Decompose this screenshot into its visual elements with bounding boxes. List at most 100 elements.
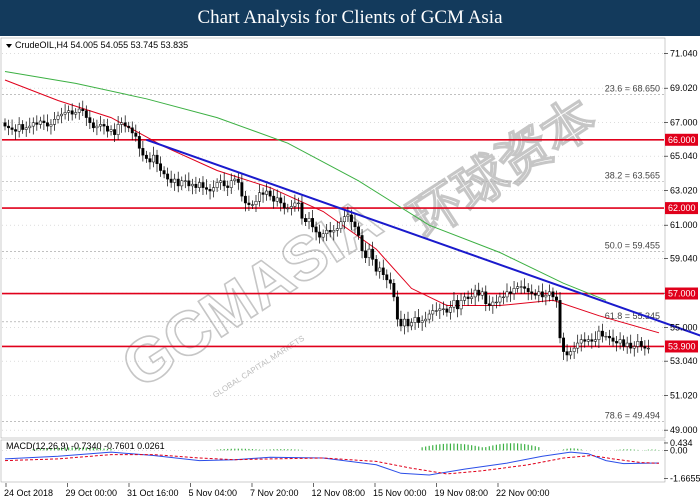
candle-body [144, 154, 148, 159]
candle-body [3, 122, 7, 127]
candle-body [14, 129, 18, 132]
macd-panel [0, 439, 666, 483]
candle-body [300, 202, 304, 219]
candle-body [399, 318, 403, 327]
candle-body [600, 330, 604, 337]
x-tick-label: 19 Nov 08:00 [435, 488, 489, 498]
candle-body [74, 112, 78, 115]
candle-body [615, 341, 619, 344]
candle-body [197, 182, 201, 188]
candle-body [279, 197, 283, 204]
candle-body [512, 288, 516, 294]
candle-body [45, 122, 49, 127]
candle-body [569, 351, 573, 356]
candle-body [413, 317, 417, 323]
candle-body [77, 108, 81, 113]
candle-body [456, 300, 459, 310]
candle-body [70, 110, 74, 115]
candle-body [137, 136, 141, 149]
candle-body [395, 296, 399, 320]
candle-body [81, 108, 85, 111]
candle-body [555, 296, 558, 301]
y-tick-label: 63.020 [670, 186, 698, 196]
candle-body [187, 180, 191, 187]
candle-body [258, 192, 261, 202]
candle-body [547, 291, 551, 296]
candle-body [102, 124, 106, 127]
candle-body [424, 318, 428, 322]
candle-body [7, 125, 10, 129]
candle-body [113, 129, 117, 135]
candle-body [385, 274, 389, 281]
candle-body [314, 226, 318, 233]
y-tick-label: 69.020 [670, 83, 698, 93]
candle-body [233, 178, 237, 182]
candle-body [293, 202, 297, 207]
candle-body [406, 318, 410, 327]
candle-body [590, 339, 594, 342]
candle-body [441, 308, 445, 310]
y-tick-label: 71.040 [670, 49, 698, 59]
candle-body [579, 339, 583, 344]
price-badge [665, 202, 698, 215]
candle-body [328, 230, 332, 233]
candle-body [353, 221, 357, 228]
candle-body [304, 218, 307, 223]
candle-body [215, 182, 219, 188]
candle-body [519, 286, 523, 288]
candle-body [307, 218, 311, 223]
candle-body [222, 180, 226, 187]
candle-body [63, 112, 67, 115]
candle-body [452, 300, 456, 308]
candle-body [10, 127, 14, 130]
x-tick-label: 22 Nov 00:00 [496, 488, 550, 498]
candle-body [91, 122, 95, 129]
macd-tick-label: 0.00 [670, 445, 688, 455]
x-tick-label: 12 Nov 08:00 [312, 488, 366, 498]
candle-body [120, 122, 124, 125]
candle-body [622, 339, 626, 347]
candle-body [325, 230, 329, 234]
candle-body [286, 207, 290, 210]
candle-body [141, 148, 145, 156]
fibonacci-label: 38.2 = 63.565 [605, 170, 660, 180]
candle-body [357, 226, 360, 236]
candle-body [434, 310, 438, 312]
fibonacci-label: 23.6 = 68.650 [605, 84, 660, 94]
y-tick-label: 55.000 [670, 323, 698, 333]
candle-body [31, 122, 35, 127]
candle-body [159, 163, 162, 171]
candle-body [403, 318, 406, 327]
candle-body [247, 202, 251, 205]
candle-body [639, 341, 643, 347]
candle-body [321, 233, 325, 238]
candle-body [56, 115, 60, 120]
candle-body [53, 119, 56, 125]
candle-body [166, 173, 170, 180]
x-tick-label: 29 Oct 00:00 [66, 488, 118, 498]
candle-body [576, 342, 580, 349]
y-tick-label: 59.040 [670, 254, 698, 264]
candle-body [438, 308, 442, 311]
candle-body [24, 127, 28, 130]
candle-body [629, 342, 633, 349]
candle-body [477, 289, 481, 296]
candle-body [367, 248, 371, 258]
candle-body [427, 313, 431, 320]
candle-body [342, 216, 346, 223]
y-tick-label: 51.020 [670, 391, 698, 401]
candle-body [190, 183, 194, 187]
candle-body [526, 288, 530, 293]
page-title: Chart Analysis for Clients of GCM Asia [197, 7, 503, 28]
candle-body [236, 178, 240, 183]
candle-body [530, 291, 534, 294]
candle-body [88, 117, 92, 123]
candle-body [378, 267, 382, 272]
candle-body [254, 201, 258, 205]
candle-body [38, 120, 42, 125]
candle-body [155, 154, 159, 164]
candle-body [335, 228, 339, 231]
price-panel [0, 37, 666, 439]
collapse-arrow-icon[interactable] [6, 44, 12, 48]
